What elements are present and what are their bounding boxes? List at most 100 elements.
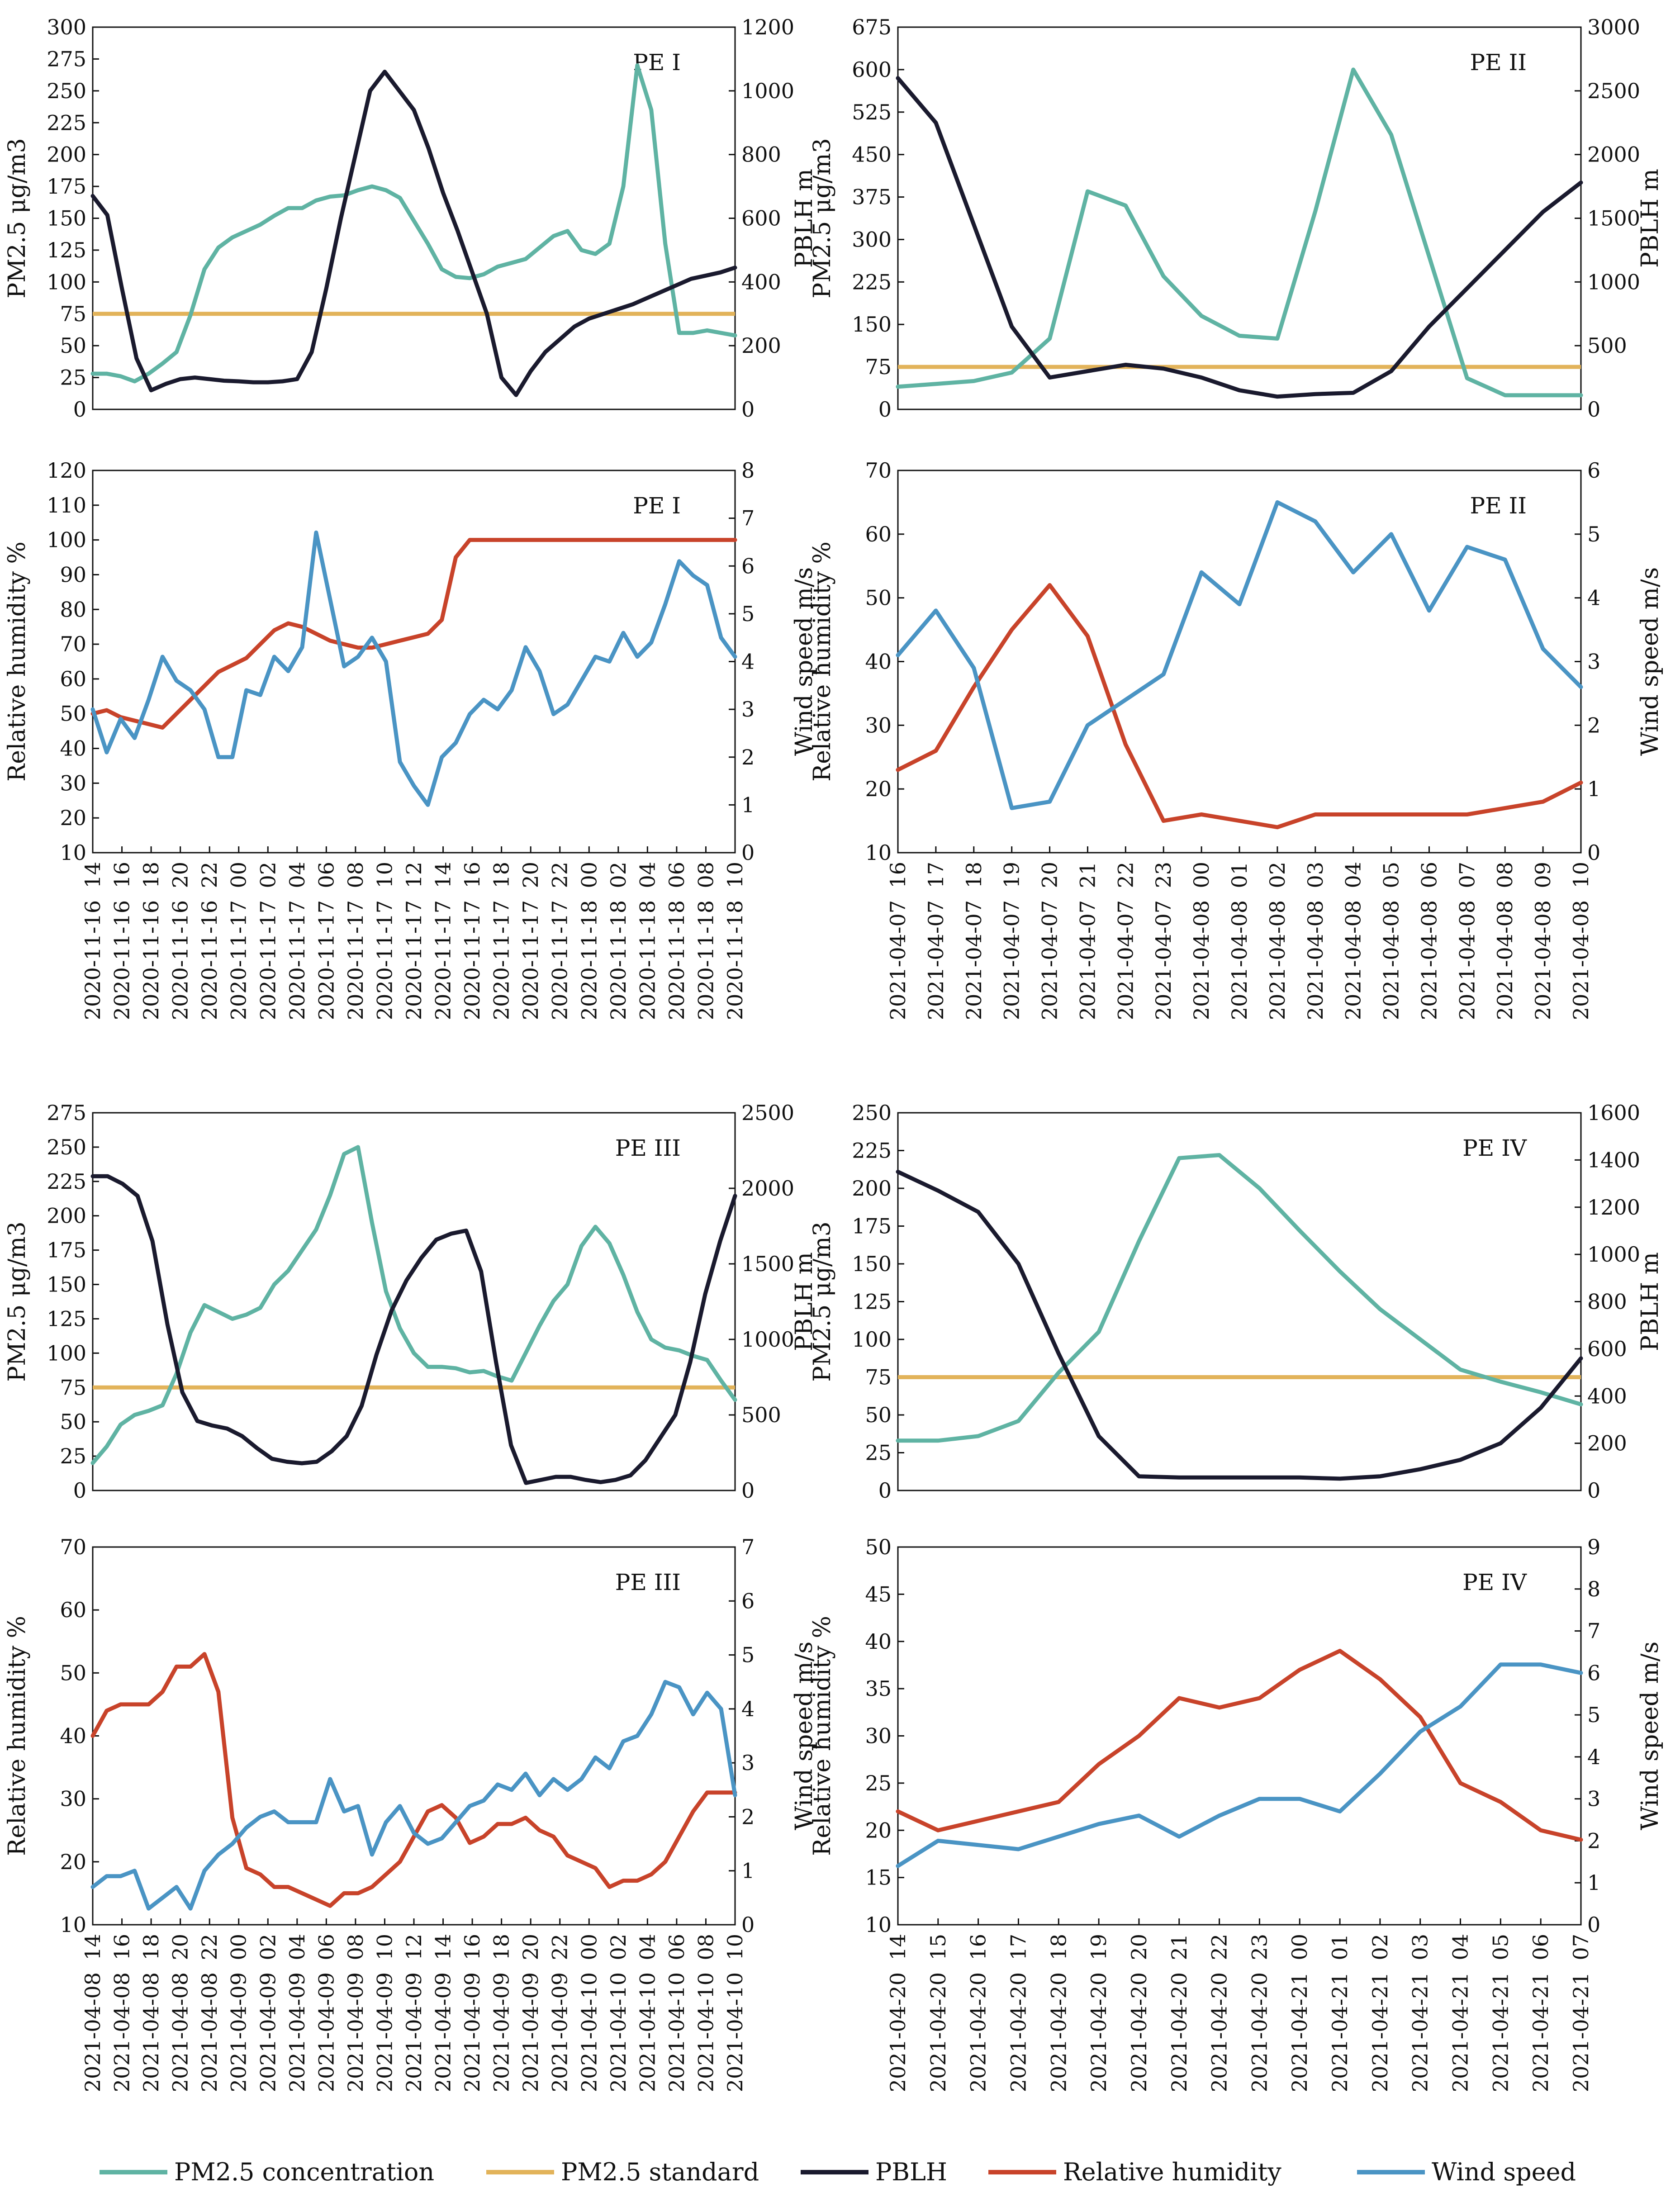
y2-tick-label: 400 xyxy=(741,270,781,294)
ws-line xyxy=(90,1680,737,1911)
x-date-label: 2021-04-20 xyxy=(1046,1972,1071,2092)
x-date-label: 2020-11-17 xyxy=(548,900,572,1020)
y-tick-label: 50 xyxy=(60,1661,86,1685)
x-tick-label: 14 xyxy=(886,1934,910,1960)
y-tick-label: 225 xyxy=(47,110,86,135)
y2-tick-label: 0 xyxy=(1587,1478,1600,1503)
y-tick-label: 70 xyxy=(60,632,86,656)
x-date-label: 2020-11-17 xyxy=(343,900,368,1020)
y-tick-label: 120 xyxy=(47,458,86,483)
y2-tick-label: 6 xyxy=(1587,458,1600,483)
x-date-label: 2021-04-20 xyxy=(1087,1972,1111,2092)
y2-axis-label: PBLH m xyxy=(1637,169,1664,268)
legend-pblh-label: PBLH xyxy=(875,2158,947,2186)
x-date-label: 2021-04-08 xyxy=(197,1972,222,2092)
y-tick-label: 225 xyxy=(47,1169,86,1194)
x-tick-label: 06 xyxy=(664,862,689,888)
y2-tick-label: 1500 xyxy=(1587,206,1640,231)
y2-axis-label: Wind speed m/s xyxy=(1637,567,1664,756)
x-tick-label: 08 xyxy=(343,1934,368,1960)
x-tick-label: 16 xyxy=(966,1934,991,1960)
y2-tick-label: 2 xyxy=(741,1804,755,1829)
x-date-label: 2021-04-07 xyxy=(886,900,910,1020)
x-date-label: 2020-11-16 xyxy=(110,900,134,1020)
x-date-label: 2021-04-07 xyxy=(1075,900,1100,1020)
y2-tick-label: 6 xyxy=(741,1589,755,1613)
pblh-line xyxy=(896,76,1583,399)
x-tick-label: 05 xyxy=(1379,862,1404,888)
plot-frame xyxy=(897,1546,1582,1926)
y-tick-label: 40 xyxy=(865,1629,892,1654)
x-date-label: 2021-04-08 xyxy=(1189,900,1214,1020)
x-tick-label: 03 xyxy=(1408,1934,1433,1960)
y-tick-label: 35 xyxy=(865,1676,892,1701)
x-date-label: 2021-04-07 xyxy=(1113,900,1138,1020)
ws-line xyxy=(896,1662,1583,1868)
y2-tick-label: 7 xyxy=(741,1535,755,1559)
y2-tick-label: 2 xyxy=(1587,713,1600,737)
panel-title: PE IV xyxy=(1462,1135,1527,1161)
y2-tick-label: 0 xyxy=(1587,397,1600,422)
x-date-label: 2021-04-21 xyxy=(1368,1972,1392,2092)
y2-tick-label: 0 xyxy=(1587,840,1600,865)
y-tick-label: 70 xyxy=(60,1535,86,1559)
y-tick-label: 10 xyxy=(60,1913,86,1937)
x-tick-label: 18 xyxy=(139,1934,163,1960)
x-date-label: 2021-04-20 xyxy=(1006,1972,1030,2092)
rh-line xyxy=(896,583,1583,830)
x-tick-label: 10 xyxy=(723,862,747,888)
y-axis-label: PM2.5 μg/m3 xyxy=(809,138,836,298)
y-tick-label: 175 xyxy=(47,1238,86,1262)
y-tick-label: 10 xyxy=(865,840,892,865)
x-date-label: 2021-04-21 xyxy=(1569,1972,1593,2092)
y2-tick-label: 1 xyxy=(741,793,755,817)
y-tick-label: 100 xyxy=(47,1341,86,1365)
y-tick-label: 40 xyxy=(60,736,86,761)
y2-tick-label: 9 xyxy=(1587,1535,1600,1559)
y2-tick-label: 1000 xyxy=(741,79,794,103)
x-date-label: 2021-04-09 xyxy=(256,1972,280,2092)
x-date-label: 2021-04-09 xyxy=(227,1972,251,2092)
y2-axis-label: Wind speed m/s xyxy=(791,1642,818,1830)
legend: PM2.5 concentration PM2.5 standard PBLH … xyxy=(100,2158,1576,2186)
y2-axis-label: PBLH m xyxy=(791,1252,818,1351)
y-tick-label: 20 xyxy=(865,777,892,801)
x-date-label: 2021-04-21 xyxy=(1287,1972,1312,2092)
y2-tick-label: 1000 xyxy=(1587,270,1640,294)
y-tick-label: 75 xyxy=(865,1365,892,1390)
y-tick-label: 0 xyxy=(73,397,86,422)
x-date-label: 2020-11-18 xyxy=(606,900,631,1020)
y-tick-label: 25 xyxy=(60,1444,86,1468)
y2-tick-label: 800 xyxy=(1587,1290,1627,1314)
x-date-label: 2020-11-16 xyxy=(139,900,163,1020)
y2-tick-label: 5 xyxy=(1587,522,1600,546)
y-tick-label: 25 xyxy=(60,365,86,390)
x-date-label: 2020-11-18 xyxy=(693,900,718,1020)
x-tick-label: 22 xyxy=(548,862,572,888)
y2-tick-label: 500 xyxy=(741,1403,781,1427)
x-tick-label: 22 xyxy=(197,862,222,888)
x-date-label: 2021-04-08 xyxy=(1265,900,1290,1020)
y-tick-label: 125 xyxy=(852,1290,892,1314)
x-tick-label: 07 xyxy=(1569,1934,1593,1960)
y-tick-label: 30 xyxy=(865,713,892,737)
x-tick-label: 04 xyxy=(285,862,309,888)
x-date-label: 2020-11-16 xyxy=(197,900,222,1020)
rh-line xyxy=(896,1649,1583,1842)
x-date-label: 2020-11-17 xyxy=(285,900,309,1020)
x-tick-label: 02 xyxy=(256,1934,280,1960)
x-tick-label: 16 xyxy=(460,862,484,888)
x-tick-label: 20 xyxy=(168,862,193,888)
x-tick-label: 06 xyxy=(1528,1934,1553,1960)
y-tick-label: 75 xyxy=(60,1375,86,1400)
y-tick-label: 600 xyxy=(852,57,892,82)
y-tick-label: 60 xyxy=(60,667,86,691)
x-tick-label: 00 xyxy=(577,1934,601,1960)
y2-tick-label: 3000 xyxy=(1587,15,1640,39)
x-date-label: 2021-04-09 xyxy=(489,1972,514,2092)
x-date-label: 2020-11-17 xyxy=(372,900,397,1020)
y-tick-label: 150 xyxy=(47,1272,86,1297)
x-tick-label: 08 xyxy=(693,862,718,888)
x-tick-label: 14 xyxy=(431,1934,456,1960)
